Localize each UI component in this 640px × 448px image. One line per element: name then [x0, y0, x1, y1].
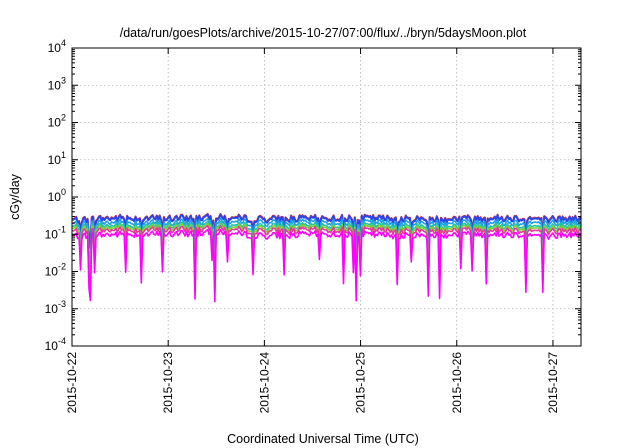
y-tick-label: 10-3 — [45, 299, 66, 316]
y-axis-label: cGy/day — [8, 173, 22, 220]
chart-title: /data/run/goesPlots/archive/2015-10-27/0… — [120, 26, 527, 40]
y-tick-label: 102 — [48, 113, 66, 130]
series-line — [71, 217, 582, 261]
y-tick-label: 10-1 — [45, 224, 66, 241]
y-tick-label: 103 — [48, 75, 66, 92]
x-tick-label: 2015-10-24 — [257, 352, 271, 414]
y-tick-label: 10-4 — [45, 336, 66, 353]
series-line — [71, 228, 582, 303]
y-tick-label: 104 — [48, 38, 66, 55]
y-tick-label: 100 — [48, 187, 66, 204]
y-axis: 10-4 10-3 10-2 10-1 100 101 102 103 104 — [45, 38, 581, 353]
x-axis-label: Coordinated Universal Time (UTC) — [227, 432, 419, 446]
x-tick-label: 2015-10-23 — [161, 352, 175, 414]
x-tick-label: 2015-10-22 — [65, 352, 79, 414]
x-tick-label: 2015-10-27 — [546, 352, 560, 414]
x-tick-label: 2015-10-26 — [450, 352, 464, 414]
series-line — [71, 224, 582, 291]
y-tick-label: 101 — [48, 150, 66, 167]
series-layer — [71, 212, 582, 303]
x-axis: 2015-10-22 2015-10-23 2015-10-24 2015-10-25… — [65, 48, 560, 413]
y-tick-label: 10-2 — [45, 262, 66, 279]
series-line — [71, 213, 582, 249]
x-tick-label: 2015-10-25 — [354, 352, 368, 414]
grid-lines — [72, 48, 581, 346]
